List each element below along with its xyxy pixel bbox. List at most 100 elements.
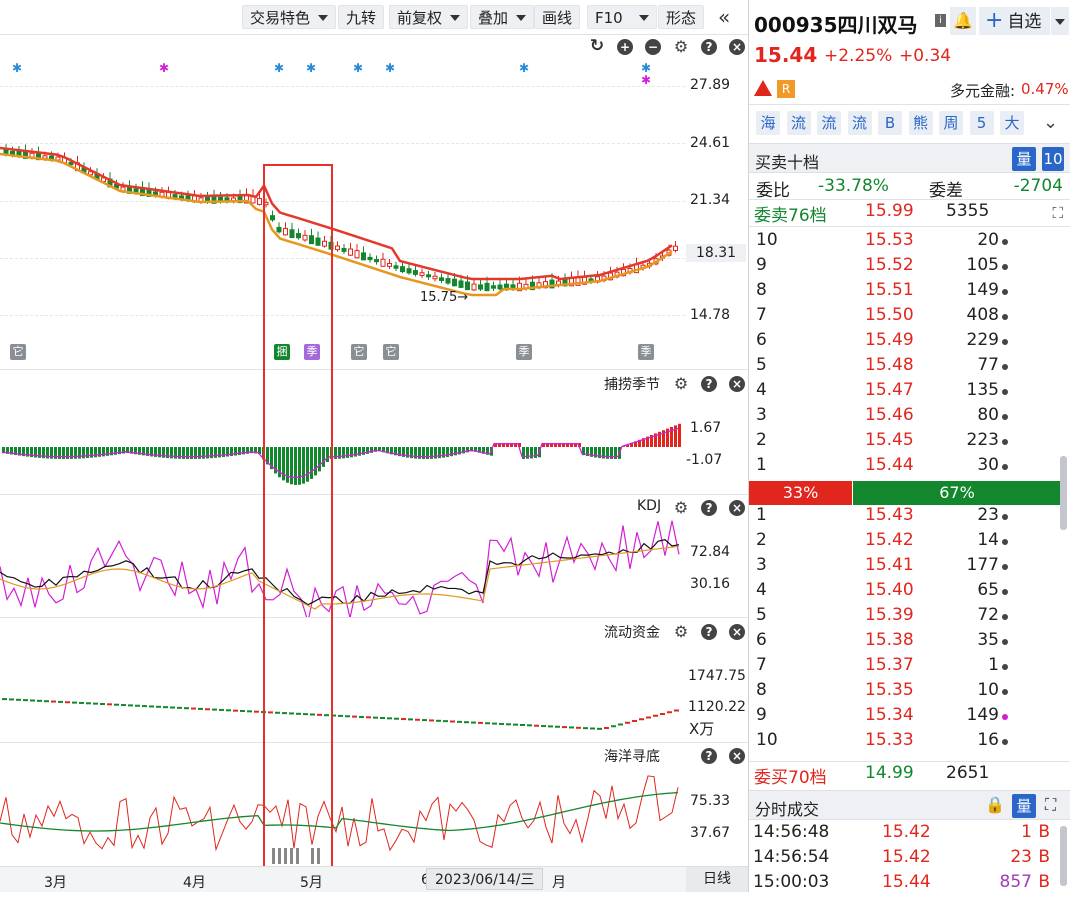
dot-icon — [1002, 364, 1008, 370]
help-icon[interactable]: ? — [701, 748, 717, 764]
quick-button[interactable]: 周 — [939, 111, 963, 135]
indicator-bar — [534, 447, 537, 458]
close-icon[interactable]: × — [729, 376, 745, 392]
event-tag[interactable]: 季 — [638, 344, 654, 360]
bid-row[interactable]: 6 15.38 35 — [749, 630, 1070, 655]
adjust-dropdown[interactable]: 前复权 — [389, 5, 469, 29]
pattern-button[interactable]: 形态 — [658, 5, 705, 29]
bid-row[interactable]: 2 15.42 14 — [749, 530, 1070, 555]
nine-turn-button[interactable]: 九转 — [338, 5, 385, 29]
bid-row[interactable]: 8 15.35 10 — [749, 680, 1070, 705]
quick-button[interactable]: 海 — [756, 111, 780, 135]
chart-area[interactable]: 交易特色 九转 前复权 叠加 画线 F10 形态 « ↻ + − ⚙ ? × 2… — [0, 0, 748, 892]
indicator-mark — [485, 722, 490, 725]
close-icon[interactable]: × — [729, 624, 745, 640]
quick-button[interactable]: 5 — [969, 111, 994, 135]
indicator-mark — [646, 716, 651, 719]
ask-row[interactable]: 5 15.48 77 — [749, 355, 1070, 380]
add-watchlist-button[interactable]: + 自选 — [979, 7, 1050, 35]
gear-icon[interactable]: ⚙ — [673, 37, 689, 56]
collapse-panel-icon[interactable]: « — [718, 5, 731, 29]
bell-icon[interactable]: 🔔 — [950, 7, 976, 35]
close-icon[interactable]: × — [729, 39, 745, 55]
help-icon[interactable]: ? — [701, 39, 717, 55]
ask-row[interactable]: 2 15.45 223 — [749, 430, 1070, 455]
watchlist-dropdown[interactable] — [1051, 7, 1069, 35]
quick-button[interactable]: 熊 — [908, 111, 933, 135]
bid-row[interactable]: 10 15.33 16 — [749, 730, 1070, 755]
bid-row[interactable]: 4 15.40 65 — [749, 580, 1070, 605]
bid-row[interactable]: 5 15.39 72 — [749, 605, 1070, 630]
gear-icon[interactable]: ⚙ — [673, 374, 689, 393]
gear-icon[interactable]: ⚙ — [673, 498, 689, 517]
quick-button[interactable]: 流 — [847, 111, 872, 135]
expand-icon[interactable]: ⛶ — [1045, 795, 1057, 814]
help-icon[interactable]: ? — [701, 624, 717, 640]
ten-level-button[interactable]: 10 — [1042, 147, 1064, 171]
quick-button[interactable]: 流 — [786, 111, 811, 135]
ask-row[interactable]: 6 15.49 229 — [749, 330, 1070, 355]
bid-row[interactable]: 7 15.37 1 — [749, 655, 1070, 680]
info-icon[interactable]: i — [935, 14, 946, 27]
scrollbar-thumb[interactable] — [1060, 826, 1067, 886]
event-tag[interactable]: 它 — [383, 344, 399, 360]
indicator-bar — [418, 447, 421, 459]
ask-row[interactable]: 10 15.53 20 — [749, 230, 1070, 255]
bid-row[interactable]: 1 15.43 23 — [749, 505, 1070, 530]
indicator-bar — [626, 444, 629, 447]
trade-features-dropdown[interactable]: 交易特色 — [242, 5, 337, 29]
scrollbar-thumb[interactable] — [1060, 456, 1067, 530]
candle-body — [289, 229, 295, 239]
ask-row[interactable]: 3 15.46 80 — [749, 405, 1070, 430]
refresh-icon[interactable]: ↻ — [589, 36, 605, 56]
indicator-bar — [238, 447, 241, 455]
close-icon[interactable]: × — [729, 748, 745, 764]
y-tick-label: 1120.22 — [688, 699, 746, 715]
quick-button[interactable]: 大 — [1000, 111, 1024, 135]
quick-button[interactable]: 流 — [817, 111, 841, 135]
close-icon[interactable]: × — [729, 500, 745, 516]
volume-toggle-button[interactable]: 量 — [1012, 147, 1036, 171]
indicator-bar — [382, 447, 385, 453]
gear-icon[interactable]: ⚙ — [673, 622, 689, 641]
help-icon[interactable]: ? — [701, 500, 717, 516]
period-selector[interactable]: 日线 — [686, 867, 748, 892]
ask-row[interactable]: 4 15.47 135 — [749, 380, 1070, 405]
event-tag[interactable]: 它 — [10, 344, 26, 360]
section-title: 分时成交 — [755, 800, 820, 819]
help-icon[interactable]: ? — [701, 376, 717, 392]
ask-row[interactable]: 9 15.52 105 — [749, 255, 1070, 280]
indicator-mark — [205, 708, 210, 711]
r-badge[interactable]: R — [777, 80, 795, 98]
event-tag[interactable]: 季 — [516, 344, 532, 360]
candle-body — [445, 278, 451, 284]
overlay-dropdown[interactable]: 叠加 — [470, 5, 535, 29]
zoom-in-icon[interactable]: + — [617, 39, 633, 55]
indicator-bar — [278, 447, 281, 478]
warning-icon[interactable] — [754, 80, 772, 96]
indicator-bar — [354, 447, 357, 457]
expand-icon[interactable]: ⌄ — [1043, 112, 1059, 133]
event-tag[interactable]: 季 — [304, 344, 320, 360]
zoom-out-icon[interactable]: − — [645, 39, 661, 55]
event-tag[interactable]: 它 — [351, 344, 367, 360]
draw-line-button[interactable]: 画线 — [534, 5, 581, 29]
ask-row[interactable]: 8 15.51 149 — [749, 280, 1070, 305]
ask-row[interactable]: 7 15.50 408 — [749, 305, 1070, 330]
expand-icon[interactable]: ⛶ — [1052, 204, 1063, 222]
indicator-bar — [434, 447, 437, 459]
last-price: 15.44 — [754, 43, 818, 67]
indicator-line — [1, 427, 679, 479]
ask-row[interactable]: 1 15.44 30 — [749, 455, 1070, 480]
f10-dropdown[interactable]: F10 — [587, 5, 657, 29]
panel-title: 海洋寻底 — [604, 749, 660, 765]
quick-button[interactable]: B — [878, 111, 902, 135]
volume-toggle-button[interactable]: 量 — [1012, 794, 1036, 818]
event-tag[interactable]: 捆 — [274, 344, 290, 360]
indicator-bar — [10, 447, 13, 455]
bid-row[interactable]: 9 15.34 149 — [749, 705, 1070, 730]
lock-icon[interactable]: 🔒 — [985, 795, 1005, 814]
candle-body — [530, 281, 535, 291]
bid-row[interactable]: 3 15.41 177 — [749, 555, 1070, 580]
candle-body — [387, 262, 392, 267]
